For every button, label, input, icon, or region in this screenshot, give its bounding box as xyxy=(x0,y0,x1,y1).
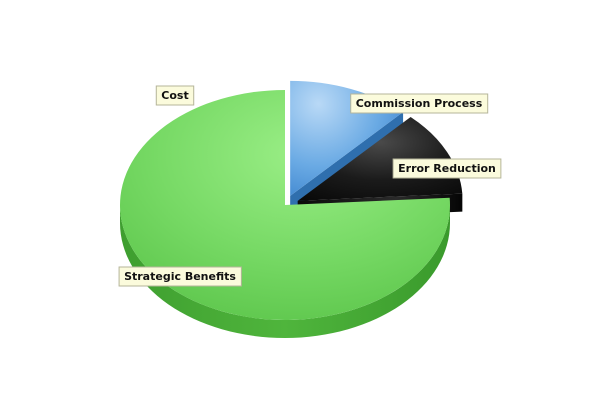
slice-label-strategic-benefits: Strategic Benefits xyxy=(118,266,242,287)
slice-label-box xyxy=(118,266,242,287)
slice-label-box xyxy=(350,93,489,114)
slice-side-strategic-benefits xyxy=(120,205,450,338)
slice-label-cost: Cost xyxy=(155,85,195,106)
slice-label-error-reduction: Error Reduction xyxy=(392,158,502,179)
slice-label-box xyxy=(155,85,195,106)
slice-label-text: Cost xyxy=(161,89,188,102)
slice-label-text: Commission Process xyxy=(356,97,483,110)
slice-error-reduction[interactable] xyxy=(297,116,463,201)
slice-label-text: Error Reduction xyxy=(398,162,496,175)
slice-label-commission-process: Commission Process xyxy=(350,93,489,114)
slice-label-text: Strategic Benefits xyxy=(124,270,236,283)
slice-label-box xyxy=(392,158,502,179)
slice-strategic-benefits[interactable] xyxy=(119,90,450,320)
